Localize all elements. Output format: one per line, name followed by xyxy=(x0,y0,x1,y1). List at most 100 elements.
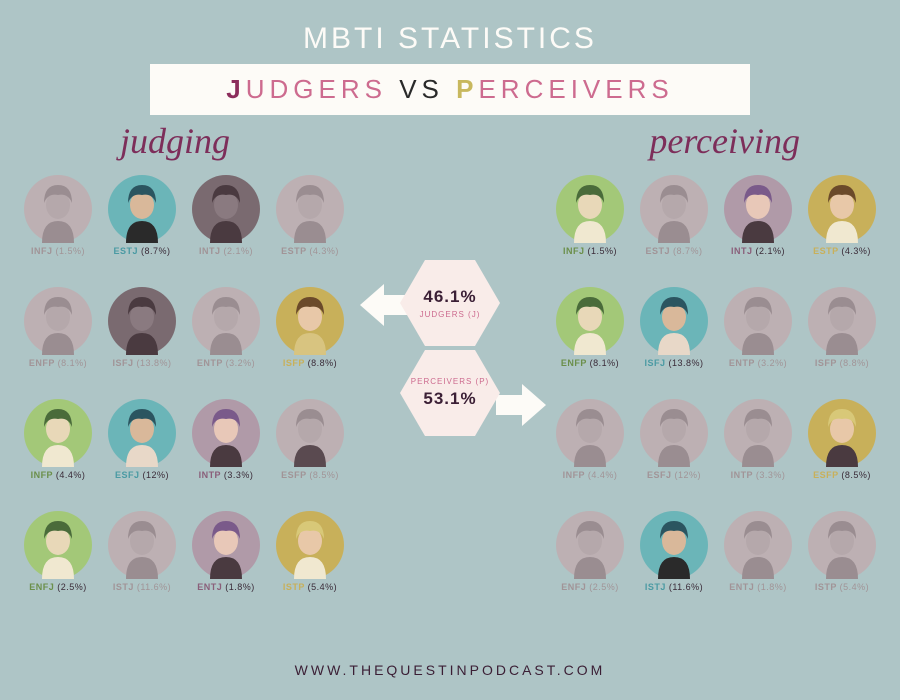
perceivers-label: PERCEIVERS (P) xyxy=(411,377,489,386)
avatar-icon xyxy=(724,399,792,467)
subtitle-judgers: UDGERS xyxy=(246,74,399,104)
avatar-intj: INTJ (2.1%) xyxy=(718,175,798,285)
subtitle-vs: VS xyxy=(399,74,456,104)
avatar-icon xyxy=(724,175,792,243)
avatar-icon xyxy=(640,399,708,467)
avatar-label: ESFP (8.5%) xyxy=(281,470,339,481)
avatar-icon xyxy=(276,287,344,355)
avatar-istp: ISTP (5.4%) xyxy=(802,511,882,621)
avatar-label: ENTP (3.2%) xyxy=(197,358,255,369)
subtitle-box: JUDGERS VS PERCEIVERS xyxy=(150,64,750,115)
avatar-entj: ENTJ (1.8%) xyxy=(186,511,266,621)
avatar-label: ISTP (5.4%) xyxy=(283,582,337,593)
avatar-label: INFP (4.4%) xyxy=(563,470,618,481)
avatar-esfp: ESFP (8.5%) xyxy=(802,399,882,509)
center-hexagons: 46.1% JUDGERS (J) PERCEIVERS (P) 53.1% xyxy=(400,260,500,436)
avatar-icon xyxy=(24,175,92,243)
avatar-entp: ENTP (3.2%) xyxy=(718,287,798,397)
avatar-icon xyxy=(192,399,260,467)
avatar-icon xyxy=(556,511,624,579)
avatar-estp: ESTP (4.3%) xyxy=(270,175,350,285)
avatar-infp: INFP (4.4%) xyxy=(550,399,630,509)
avatar-istj: ISTJ (11.6%) xyxy=(102,511,182,621)
avatar-label: ISTJ (11.6%) xyxy=(113,582,171,593)
avatar-istp: ISTP (5.4%) xyxy=(270,511,350,621)
avatar-label: ESTP (4.3%) xyxy=(813,246,871,257)
avatar-isfp: ISFP (8.8%) xyxy=(270,287,350,397)
avatar-icon xyxy=(808,287,876,355)
avatar-icon xyxy=(24,511,92,579)
avatar-icon xyxy=(276,175,344,243)
avatar-icon xyxy=(108,287,176,355)
judgers-hexagon: 46.1% JUDGERS (J) xyxy=(400,260,500,346)
perceivers-pct: 53.1% xyxy=(423,389,476,409)
avatar-intp: INTP (3.3%) xyxy=(718,399,798,509)
avatar-esfj: ESFJ (12%) xyxy=(634,399,714,509)
avatar-label: INTP (3.3%) xyxy=(199,470,254,481)
avatar-enfp: ENFP (8.1%) xyxy=(550,287,630,397)
avatar-icon xyxy=(192,287,260,355)
perceiving-grid: INFJ (1.5%) ESTJ (8.7%) INTJ (2.1%) ESTP… xyxy=(550,175,882,621)
avatar-enfj: ENFJ (2.5%) xyxy=(550,511,630,621)
avatar-label: INFP (4.4%) xyxy=(31,470,86,481)
avatar-intj: INTJ (2.1%) xyxy=(186,175,266,285)
avatar-label: ENFJ (2.5%) xyxy=(561,582,619,593)
avatar-infj: INFJ (1.5%) xyxy=(550,175,630,285)
avatar-isfj: ISFJ (13.8%) xyxy=(634,287,714,397)
avatar-estp: ESTP (4.3%) xyxy=(802,175,882,285)
judgers-pct: 46.1% xyxy=(423,287,476,307)
avatar-label: ENTJ (1.8%) xyxy=(729,582,787,593)
avatar-isfj: ISFJ (13.8%) xyxy=(102,287,182,397)
judgers-label: JUDGERS (J) xyxy=(420,310,481,319)
avatar-isfp: ISFP (8.8%) xyxy=(802,287,882,397)
avatar-icon xyxy=(808,175,876,243)
subtitle-p: P xyxy=(456,74,478,104)
avatar-label: INTJ (2.1%) xyxy=(731,246,785,257)
avatar-label: ESFJ (12%) xyxy=(647,470,701,481)
avatar-label: INTJ (2.1%) xyxy=(199,246,253,257)
avatar-icon xyxy=(108,399,176,467)
avatar-label: ESTP (4.3%) xyxy=(281,246,339,257)
avatar-label: ISFJ (13.8%) xyxy=(644,358,703,369)
avatar-icon xyxy=(556,287,624,355)
avatar-label: ISFP (8.8%) xyxy=(815,358,869,369)
avatar-esfj: ESFJ (12%) xyxy=(102,399,182,509)
avatar-icon xyxy=(556,399,624,467)
perceivers-hexagon: PERCEIVERS (P) 53.1% xyxy=(400,350,500,436)
avatar-istj: ISTJ (11.6%) xyxy=(634,511,714,621)
avatar-label: INFJ (1.5%) xyxy=(563,246,617,257)
avatar-label: ESFP (8.5%) xyxy=(813,470,871,481)
avatar-icon xyxy=(108,511,176,579)
judging-grid: INFJ (1.5%) ESTJ (8.7%) INTJ (2.1%) ESTP… xyxy=(18,175,350,621)
avatar-icon xyxy=(108,175,176,243)
avatar-estj: ESTJ (8.7%) xyxy=(102,175,182,285)
perceiving-label: perceiving xyxy=(649,120,800,162)
avatar-label: ENTJ (1.8%) xyxy=(197,582,255,593)
avatar-icon xyxy=(192,511,260,579)
main-title: MBTI STATISTICS xyxy=(0,0,900,56)
avatar-estj: ESTJ (8.7%) xyxy=(634,175,714,285)
avatar-icon xyxy=(276,399,344,467)
avatar-label: ISTP (5.4%) xyxy=(815,582,869,593)
avatar-icon xyxy=(640,287,708,355)
avatar-label: ENFP (8.1%) xyxy=(29,358,87,369)
avatar-label: ISFJ (13.8%) xyxy=(112,358,171,369)
avatar-entp: ENTP (3.2%) xyxy=(186,287,266,397)
avatar-label: INFJ (1.5%) xyxy=(31,246,85,257)
avatar-icon xyxy=(640,175,708,243)
avatar-icon xyxy=(724,287,792,355)
avatar-icon xyxy=(808,399,876,467)
avatar-icon xyxy=(640,511,708,579)
subtitle-j: J xyxy=(226,74,245,104)
avatar-label: ESTJ (8.7%) xyxy=(113,246,170,257)
avatar-intp: INTP (3.3%) xyxy=(186,399,266,509)
avatar-esfp: ESFP (8.5%) xyxy=(270,399,350,509)
avatar-enfj: ENFJ (2.5%) xyxy=(18,511,98,621)
avatar-infj: INFJ (1.5%) xyxy=(18,175,98,285)
avatar-label: ENTP (3.2%) xyxy=(729,358,787,369)
avatar-label: ISTJ (11.6%) xyxy=(645,582,703,593)
subtitle-perceivers: ERCEIVERS xyxy=(478,74,673,104)
avatar-icon xyxy=(808,511,876,579)
avatar-icon xyxy=(276,511,344,579)
avatar-icon xyxy=(724,511,792,579)
